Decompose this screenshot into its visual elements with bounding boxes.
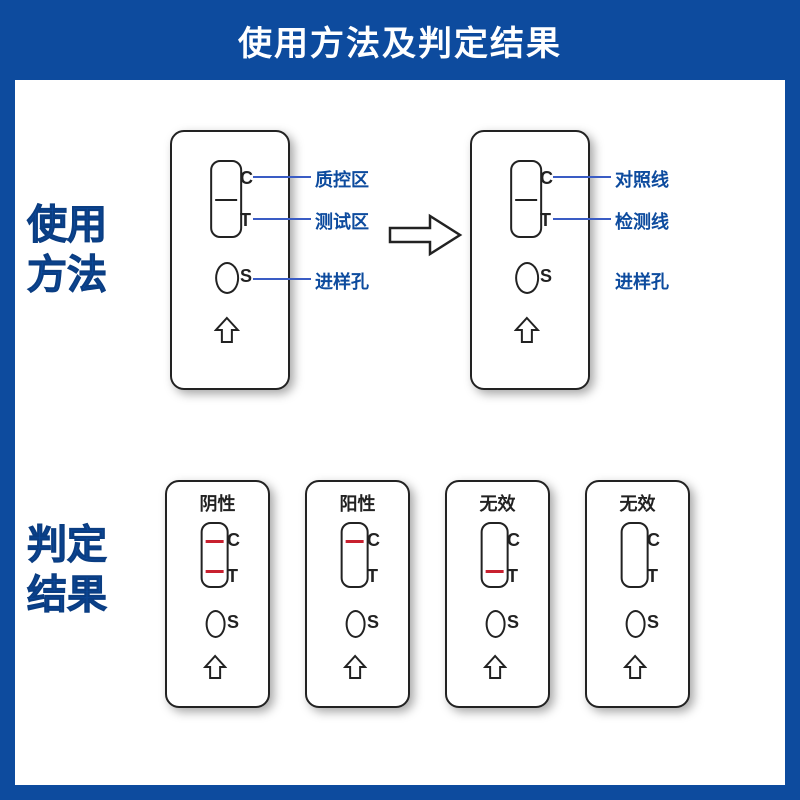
page-title: 使用方法及判定结果 bbox=[238, 16, 562, 65]
marker-c: C bbox=[507, 530, 520, 551]
result-window bbox=[480, 522, 508, 588]
callout-label: 对照线 bbox=[615, 166, 669, 192]
result-title: 阳性 bbox=[307, 490, 408, 516]
marker-s: S bbox=[240, 266, 252, 287]
result-window bbox=[200, 522, 228, 588]
marker-s: S bbox=[367, 612, 379, 633]
up-arrow-icon bbox=[483, 654, 507, 682]
callout-leader bbox=[253, 176, 311, 178]
marker-c: C bbox=[367, 530, 380, 551]
up-arrow-icon bbox=[623, 654, 647, 682]
result-window bbox=[340, 522, 368, 588]
c-line bbox=[345, 540, 363, 543]
callout-leader bbox=[253, 218, 311, 220]
marker-t: T bbox=[507, 566, 518, 587]
marker-c: C bbox=[540, 168, 553, 189]
window-divider bbox=[515, 199, 537, 201]
callout-leader bbox=[553, 176, 611, 178]
callout-leader bbox=[253, 278, 311, 280]
up-arrow-icon bbox=[514, 316, 540, 346]
section-label-results: 判定 结果 bbox=[27, 520, 107, 620]
section-label-usage: 使用 方法 bbox=[27, 200, 107, 300]
sample-well bbox=[215, 262, 239, 294]
cassette-result-3: 无效 C T S bbox=[585, 480, 690, 708]
sample-well bbox=[345, 610, 365, 638]
up-arrow-icon bbox=[203, 654, 227, 682]
cassette-usage-left: C T S bbox=[170, 130, 290, 390]
cassette-usage-right: C T S bbox=[470, 130, 590, 390]
up-arrow-icon bbox=[214, 316, 240, 346]
cassette-result-0: 阴性 C T S bbox=[165, 480, 270, 708]
sample-well bbox=[515, 262, 539, 294]
marker-t: T bbox=[367, 566, 378, 587]
callout-label: 进样孔 bbox=[315, 268, 369, 294]
marker-s: S bbox=[647, 612, 659, 633]
callout-label: 测试区 bbox=[315, 208, 369, 234]
result-window bbox=[210, 160, 242, 238]
c-line bbox=[205, 540, 223, 543]
header-bar: 使用方法及判定结果 bbox=[0, 0, 800, 80]
result-window bbox=[510, 160, 542, 238]
marker-t: T bbox=[227, 566, 238, 587]
marker-s: S bbox=[507, 612, 519, 633]
content-panel: 使用 方法 判定 结果 C T S 质控区 测试区 进样孔 C T S 对照线 … bbox=[15, 80, 785, 785]
sample-well bbox=[485, 610, 505, 638]
cassette-result-2: 无效 C T S bbox=[445, 480, 550, 708]
result-title: 阴性 bbox=[167, 490, 268, 516]
marker-t: T bbox=[540, 210, 551, 231]
result-title: 无效 bbox=[447, 490, 548, 516]
marker-t: T bbox=[240, 210, 251, 231]
sample-well bbox=[205, 610, 225, 638]
up-arrow-icon bbox=[343, 654, 367, 682]
result-window bbox=[620, 522, 648, 588]
window-divider bbox=[215, 199, 237, 201]
cassette-result-1: 阳性 C T S bbox=[305, 480, 410, 708]
callout-label: 进样孔 bbox=[615, 268, 669, 294]
t-line bbox=[485, 570, 503, 573]
result-title: 无效 bbox=[587, 490, 688, 516]
marker-s: S bbox=[227, 612, 239, 633]
t-line bbox=[205, 570, 223, 573]
marker-s: S bbox=[540, 266, 552, 287]
marker-t: T bbox=[647, 566, 658, 587]
callout-label: 检测线 bbox=[615, 208, 669, 234]
callout-label: 质控区 bbox=[315, 166, 369, 192]
marker-c: C bbox=[227, 530, 240, 551]
callout-leader bbox=[553, 218, 611, 220]
sample-well bbox=[625, 610, 645, 638]
right-arrow-icon bbox=[385, 210, 465, 260]
marker-c: C bbox=[647, 530, 660, 551]
marker-c: C bbox=[240, 168, 253, 189]
